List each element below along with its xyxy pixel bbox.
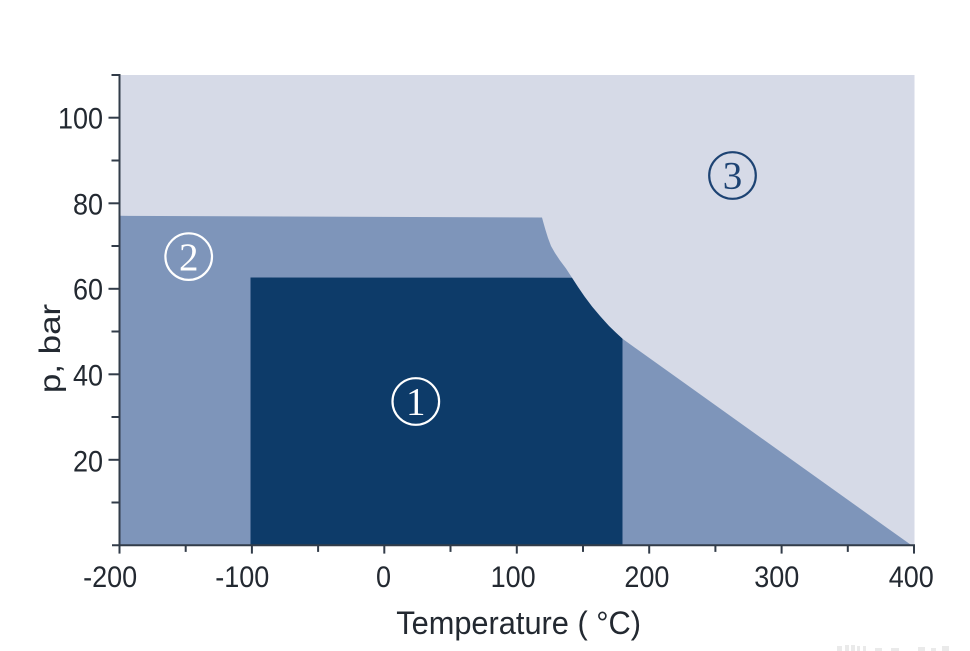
svg-text:2: 2	[179, 236, 199, 279]
svg-text:20: 20	[73, 445, 103, 479]
svg-text:60: 60	[73, 273, 103, 307]
svg-text:300: 300	[754, 561, 799, 595]
svg-text:0: 0	[376, 561, 391, 595]
svg-text:400: 400	[889, 561, 934, 595]
svg-text:200: 200	[624, 561, 669, 595]
svg-text:100: 100	[491, 561, 536, 595]
svg-text:Temperature ( °C): Temperature ( °C)	[396, 605, 641, 641]
svg-text:-100: -100	[215, 561, 269, 595]
svg-text:1: 1	[406, 381, 426, 424]
svg-text:3: 3	[723, 155, 743, 198]
svg-text:40: 40	[73, 359, 103, 393]
svg-text:80: 80	[73, 188, 103, 222]
svg-text:p, bar: p, bar	[33, 304, 66, 393]
svg-text:-200: -200	[83, 561, 137, 595]
svg-text:100: 100	[58, 102, 103, 136]
